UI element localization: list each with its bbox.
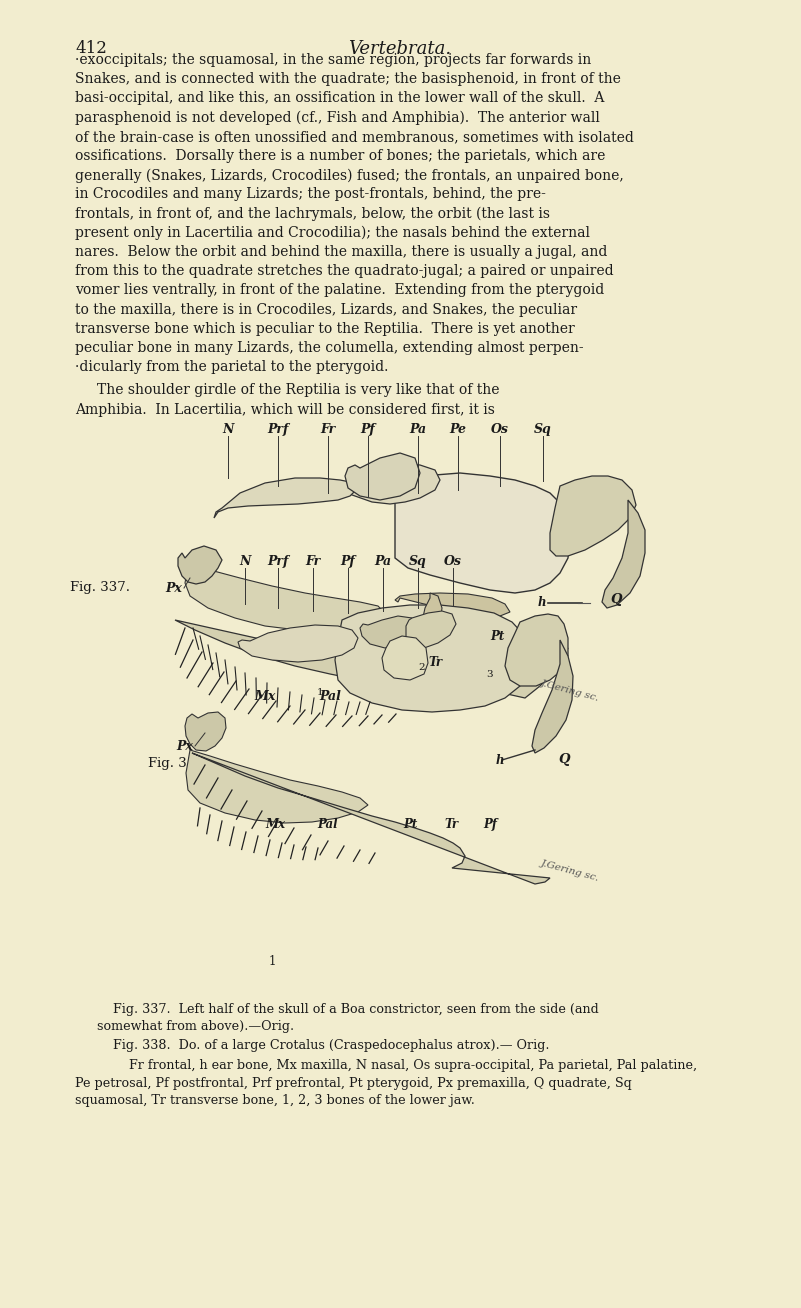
Polygon shape <box>186 749 368 823</box>
Text: Pe petrosal, Pf postfrontal, Prf prefrontal, Pt pterygoid, Px premaxilla, Q quad: Pe petrosal, Pf postfrontal, Prf prefron… <box>75 1076 632 1090</box>
Text: Px: Px <box>165 582 182 595</box>
Text: Q: Q <box>610 594 622 607</box>
Text: peculiar bone in many Lizards, the columella, extending almost perpen-: peculiar bone in many Lizards, the colum… <box>75 341 584 354</box>
Text: h: h <box>496 753 505 766</box>
Polygon shape <box>178 545 222 583</box>
Text: Pf: Pf <box>360 422 376 436</box>
Text: The shoulder girdle of the Reptilia is very like that of the: The shoulder girdle of the Reptilia is v… <box>97 383 500 398</box>
Polygon shape <box>345 453 420 500</box>
Text: Pa: Pa <box>374 555 392 568</box>
Text: Mx: Mx <box>254 691 276 702</box>
Polygon shape <box>325 463 440 504</box>
Polygon shape <box>238 625 358 662</box>
Text: Amphibia.  In Lacertilia, which will be considered first, it is: Amphibia. In Lacertilia, which will be c… <box>75 403 495 417</box>
Text: Pa: Pa <box>409 422 427 436</box>
Text: h: h <box>537 596 546 610</box>
Text: Fig. 337.  Left half of the skull of a Boa constrictor, seen from the side (and: Fig. 337. Left half of the skull of a Bo… <box>97 1003 599 1016</box>
Text: N: N <box>239 555 251 568</box>
Text: somewhat from above).—Orig.: somewhat from above).—Orig. <box>97 1020 294 1033</box>
Polygon shape <box>602 500 645 608</box>
Polygon shape <box>395 473 570 593</box>
Polygon shape <box>175 620 568 698</box>
Text: Fig. 338.  Do. of a large Crotalus (Craspedocephalus atrox).— Orig.: Fig. 338. Do. of a large Crotalus (Crasp… <box>97 1040 549 1053</box>
Text: squamosal, Tr transverse bone, 1, 2, 3 bones of the lower jaw.: squamosal, Tr transverse bone, 1, 2, 3 b… <box>75 1095 475 1107</box>
Text: Pf: Pf <box>483 818 497 831</box>
Text: Fr: Fr <box>320 422 336 436</box>
Text: vomer lies ventrally, in front of the palatine.  Extending from the pterygoid: vomer lies ventrally, in front of the pa… <box>75 284 604 297</box>
Text: 1: 1 <box>316 688 324 697</box>
Text: 3: 3 <box>486 670 493 679</box>
Text: from this to the quadrate stretches the quadrato-jugal; a paired or unpaired: from this to the quadrate stretches the … <box>75 264 614 279</box>
Text: of the brain-case is often unossified and membranous, sometimes with isolated: of the brain-case is often unossified an… <box>75 129 634 144</box>
Text: Pt: Pt <box>403 818 417 831</box>
Text: Pt: Pt <box>490 629 505 642</box>
Text: frontals, in front of, and the lachrymals, below, the orbit (the last is: frontals, in front of, and the lachrymal… <box>75 207 550 221</box>
Text: Fig. 338.: Fig. 338. <box>148 756 208 769</box>
Text: 2: 2 <box>418 663 425 672</box>
Text: parasphenoid is not developed (cf., Fish and Amphibia).  The anterior wall: parasphenoid is not developed (cf., Fish… <box>75 111 600 126</box>
Text: Pe: Pe <box>449 422 466 436</box>
Polygon shape <box>360 616 420 647</box>
Text: Q: Q <box>558 753 570 766</box>
Text: nares.  Below the orbit and behind the maxilla, there is usually a jugal, and: nares. Below the orbit and behind the ma… <box>75 245 607 259</box>
Polygon shape <box>395 593 510 616</box>
Text: 1: 1 <box>268 955 276 968</box>
Text: generally (Snakes, Lizards, Crocodiles) fused; the frontals, an unpaired bone,: generally (Snakes, Lizards, Crocodiles) … <box>75 169 624 183</box>
Text: ·dicularly from the parietal to the pterygoid.: ·dicularly from the parietal to the pter… <box>75 360 388 374</box>
Text: Fr frontal, h ear bone, Mx maxilla, N nasal, Os supra-occipital, Pa parietal, Pa: Fr frontal, h ear bone, Mx maxilla, N na… <box>97 1058 697 1071</box>
Polygon shape <box>185 566 385 630</box>
Polygon shape <box>382 636 428 680</box>
Text: in Crocodiles and many Lizards; the post-frontals, behind, the pre-: in Crocodiles and many Lizards; the post… <box>75 187 545 201</box>
Text: Sq: Sq <box>534 422 552 436</box>
Text: Snakes, and is connected with the quadrate; the basisphenoid, in front of the: Snakes, and is connected with the quadra… <box>75 72 621 86</box>
Text: Prf: Prf <box>268 422 288 436</box>
Text: Vertebrata.: Vertebrata. <box>348 41 452 58</box>
Text: 412: 412 <box>75 41 107 58</box>
Text: Os: Os <box>444 555 462 568</box>
Text: Fr: Fr <box>305 555 320 568</box>
Polygon shape <box>505 613 568 685</box>
Text: J.Gering sc.: J.Gering sc. <box>540 678 600 702</box>
Text: Pal: Pal <box>319 691 341 702</box>
Text: J.Gering sc.: J.Gering sc. <box>540 858 600 883</box>
Text: to the maxilla, there is in Crocodiles, Lizards, and Snakes, the peculiar: to the maxilla, there is in Crocodiles, … <box>75 302 578 317</box>
Polygon shape <box>406 611 456 647</box>
Text: Fig. 337.: Fig. 337. <box>70 582 130 595</box>
Text: Prf: Prf <box>268 555 288 568</box>
Text: Pf: Pf <box>340 555 356 568</box>
Text: N: N <box>223 422 234 436</box>
Text: Tr: Tr <box>445 818 459 831</box>
Text: Pal: Pal <box>318 818 338 831</box>
Text: ossifications.  Dorsally there is a number of bones; the parietals, which are: ossifications. Dorsally there is a numbe… <box>75 149 606 164</box>
Text: ·exoccipitals; the squamosal, in the same region, projects far forwards in: ·exoccipitals; the squamosal, in the sam… <box>75 54 591 67</box>
Polygon shape <box>192 753 550 884</box>
Text: basi-occipital, and like this, an ossification in the lower wall of the skull.  : basi-occipital, and like this, an ossifi… <box>75 92 605 106</box>
Polygon shape <box>532 640 573 753</box>
Polygon shape <box>550 476 636 556</box>
Polygon shape <box>214 477 358 518</box>
Text: Tr: Tr <box>429 657 443 668</box>
Text: present only in Lacertilia and Crocodilia); the nasals behind the external: present only in Lacertilia and Crocodili… <box>75 226 590 241</box>
Text: Px: Px <box>176 739 193 752</box>
Text: Sq: Sq <box>409 555 427 568</box>
Polygon shape <box>335 606 532 712</box>
Polygon shape <box>422 593 442 640</box>
Text: transverse bone which is peculiar to the Reptilia.  There is yet another: transverse bone which is peculiar to the… <box>75 322 575 336</box>
Text: Mx: Mx <box>265 818 285 831</box>
Polygon shape <box>185 712 226 751</box>
Text: Os: Os <box>491 422 509 436</box>
